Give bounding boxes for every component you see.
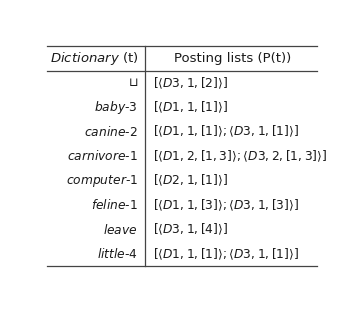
Text: $\mathit{little\text{-}4}$: $\mathit{little\text{-}4}$	[97, 247, 138, 261]
Text: $\mathit{leave}$: $\mathit{leave}$	[103, 223, 138, 237]
Text: Posting lists (P(t)): Posting lists (P(t))	[174, 51, 291, 64]
Text: $[\langle D3, 1, [2]\rangle]$: $[\langle D3, 1, [2]\rangle]$	[153, 75, 228, 91]
Text: $[\langle D1, 1, [3]\rangle; \langle D3, 1, [3]\rangle]$: $[\langle D1, 1, [3]\rangle; \langle D3,…	[153, 197, 299, 213]
Text: $[\langle D2, 1, [1]\rangle]$: $[\langle D2, 1, [1]\rangle]$	[153, 173, 228, 188]
Text: $\mathit{canine\text{-}2}$: $\mathit{canine\text{-}2}$	[84, 125, 138, 139]
Text: $\mathit{Dictionary}$ (t): $\mathit{Dictionary}$ (t)	[50, 50, 139, 67]
Text: $[\langle D3, 1, [4]\rangle]$: $[\langle D3, 1, [4]\rangle]$	[153, 222, 228, 237]
Text: $[\langle D1, 1, [1]\rangle; \langle D3, 1, [1]\rangle]$: $[\langle D1, 1, [1]\rangle; \langle D3,…	[153, 246, 299, 262]
Text: $[\langle D1, 2, [1,3]\rangle; \langle D3, 2, [1,3]\rangle]$: $[\langle D1, 2, [1,3]\rangle; \langle D…	[153, 148, 327, 164]
Text: $\mathit{baby\text{-}3}$: $\mathit{baby\text{-}3}$	[94, 99, 138, 116]
Text: $\sqcup$: $\sqcup$	[128, 76, 138, 89]
Text: $[\langle D1, 1, [1]\rangle]$: $[\langle D1, 1, [1]\rangle]$	[153, 100, 228, 115]
Text: $[\langle D1, 1, [1]\rangle; \langle D3, 1, [1]\rangle]$: $[\langle D1, 1, [1]\rangle; \langle D3,…	[153, 124, 299, 140]
Text: $\mathit{feline\text{-}1}$: $\mathit{feline\text{-}1}$	[91, 198, 138, 212]
Text: $\mathit{computer\text{-}1}$: $\mathit{computer\text{-}1}$	[66, 173, 138, 189]
Text: $\mathit{carnivore\text{-}1}$: $\mathit{carnivore\text{-}1}$	[67, 149, 138, 163]
